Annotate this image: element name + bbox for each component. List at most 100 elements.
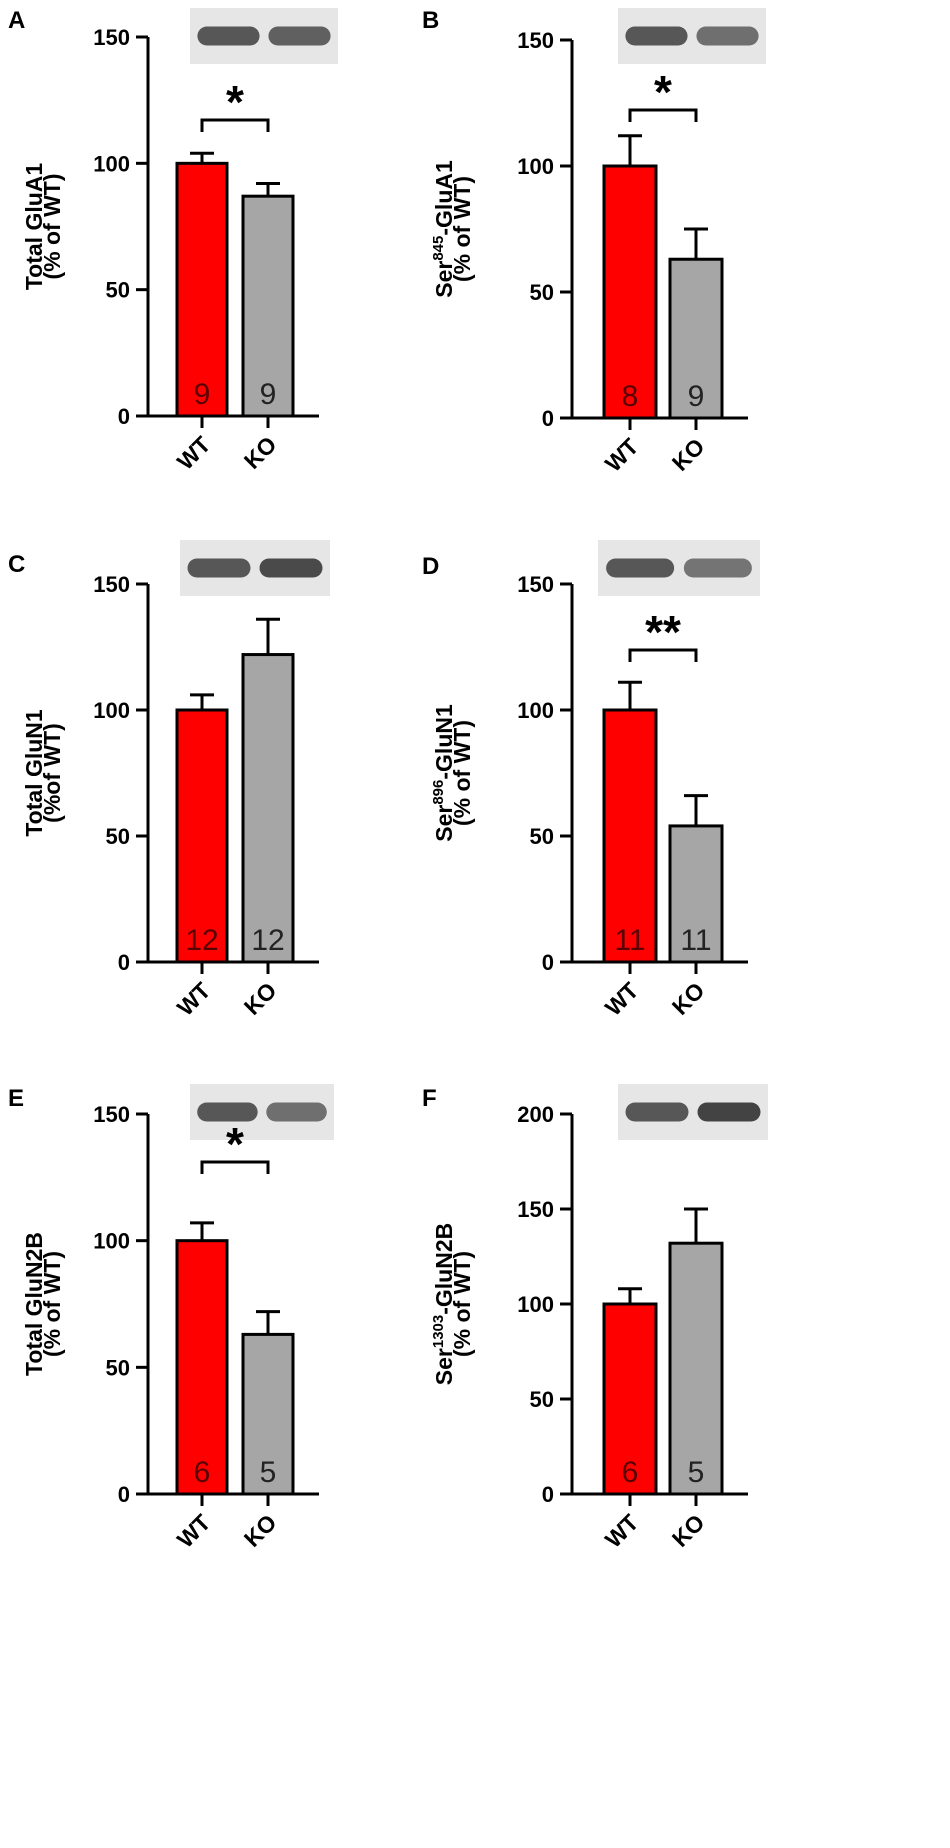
sample-count: 6 <box>194 1456 211 1489</box>
y-axis-label: Total GluN2B(% of WT) <box>21 1232 65 1376</box>
y-axis-label: Total GluA1(% of WT) <box>21 163 65 291</box>
y-axis-label-prefix: Ser <box>431 261 457 298</box>
blot-band-wt <box>625 1102 689 1122</box>
y-tick-label: 150 <box>93 25 130 50</box>
y-axis-label-line2: (% of WT) <box>39 173 65 279</box>
y-tick-label: 0 <box>118 1482 130 1507</box>
sample-count: 11 <box>680 924 711 957</box>
y-axis: 0 50 100 150 <box>93 25 150 429</box>
y-tick-label: 200 <box>517 1102 554 1127</box>
bar-wt <box>175 708 229 964</box>
x-tick-label: WT <box>172 977 216 1021</box>
blot-band-ko <box>266 1102 327 1122</box>
y-tick-label: 0 <box>542 1482 554 1507</box>
y-axis-label-line2: (%of WT) <box>39 723 65 823</box>
panel-b: B 0 50 100 150 Ser845-GluA1(% of WT) 8 WT 9 KO * <box>422 7 766 477</box>
significance-marker: * <box>226 1118 244 1170</box>
bar-wt <box>602 708 658 964</box>
x-tick-label: WT <box>600 977 644 1021</box>
x-tick-label: KO <box>239 977 282 1020</box>
sample-count: 9 <box>260 378 277 411</box>
significance-bracket: ** <box>628 606 698 662</box>
y-tick-label: 0 <box>542 406 554 431</box>
blot-band-wt <box>197 1102 258 1122</box>
sample-count: 6 <box>622 1456 639 1489</box>
bar-wt <box>175 1239 229 1496</box>
panel-f: F 0 50 100 150 200 Ser1303-GluN2B(% of WT) 6 WT 5… <box>422 1084 768 1553</box>
panel-c: C 0 50 100 150 Total GluN1(%of WT) 12 WT 12 KO <box>8 540 330 1021</box>
x-tick-label: KO <box>667 433 710 476</box>
blot-band-wt <box>197 26 260 46</box>
bracket-line <box>200 118 270 132</box>
sample-count: 9 <box>194 378 211 411</box>
y-axis-label-line1: Ser1303-GluN2B <box>430 1223 457 1385</box>
y-axis-label-superscript: 845 <box>430 236 447 261</box>
sample-count: 12 <box>251 924 284 957</box>
y-axis-label: Total GluN1(%of WT) <box>21 709 65 837</box>
y-tick-label: 50 <box>106 278 130 303</box>
y-tick-label: 150 <box>93 1102 130 1127</box>
significance-marker: * <box>654 66 672 118</box>
y-axis-label-line2: (% of WT) <box>39 1251 65 1357</box>
sample-count: 9 <box>688 380 705 413</box>
y-axis-label-line2: (% of WT) <box>449 720 475 826</box>
blot-band-wt <box>606 558 675 578</box>
sample-count: 5 <box>688 1456 705 1489</box>
y-tick-label: 150 <box>517 28 554 53</box>
y-tick-label: 100 <box>93 151 130 176</box>
western-blot-image <box>598 540 760 596</box>
y-tick-label: 0 <box>118 404 130 429</box>
y-axis: 0 50 100 150 200 <box>517 1102 574 1507</box>
blot-band-wt <box>187 558 251 578</box>
blot-band-ko <box>259 558 323 578</box>
western-blot-image <box>618 8 766 64</box>
y-axis: 0 50 100 150 <box>93 572 150 975</box>
bar-ko <box>668 257 724 420</box>
y-tick-label: 150 <box>517 1197 554 1222</box>
y-axis-label-line2: (% of WT) <box>449 176 475 282</box>
y-axis-label-line1: Total GluA1 <box>21 163 47 291</box>
x-tick-label: KO <box>667 977 710 1020</box>
significance-bracket: * <box>628 66 698 122</box>
sample-count: 5 <box>260 1456 277 1489</box>
panel-letter: B <box>422 7 439 34</box>
panel-letter: D <box>422 553 439 580</box>
y-axis: 0 50 100 150 <box>93 1102 150 1507</box>
y-tick-label: 0 <box>542 950 554 975</box>
y-tick-label: 50 <box>530 280 554 305</box>
y-axis: 0 50 100 150 <box>517 572 574 975</box>
y-tick-label: 150 <box>517 572 554 597</box>
y-tick-label: 50 <box>106 824 130 849</box>
x-tick-label: WT <box>600 1509 644 1553</box>
blot-band-ko <box>697 1102 761 1122</box>
y-tick-label: 100 <box>517 154 554 179</box>
panel-letter: E <box>8 1085 24 1112</box>
bracket-line <box>628 108 698 122</box>
x-tick-label: KO <box>239 1509 282 1552</box>
bar-wt <box>602 1302 658 1496</box>
western-blot-image <box>190 8 338 64</box>
sample-count: 8 <box>622 380 639 413</box>
sample-count: 11 <box>614 924 645 957</box>
y-axis-label-line1: Ser845-GluA1 <box>430 160 457 298</box>
panel-letter: C <box>8 551 25 578</box>
blot-band-wt <box>625 26 688 46</box>
panel-d: D 0 50 100 150 Ser896-GluN1(% of WT) 11 WT 11 KO *… <box>422 540 760 1021</box>
significance-marker: * <box>226 76 244 128</box>
blot-band-ko <box>683 558 752 578</box>
y-tick-label: 100 <box>93 1229 130 1254</box>
y-tick-label: 100 <box>517 1292 554 1317</box>
bracket-line <box>200 1160 270 1174</box>
panel-letter: F <box>422 1085 437 1112</box>
y-axis-label-line1: Total GluN1 <box>21 709 47 837</box>
y-axis-label-suffix: -GluN1 <box>431 704 457 780</box>
y-tick-label: 50 <box>530 824 554 849</box>
x-tick-label: WT <box>172 431 216 475</box>
y-axis-label-prefix: Ser <box>431 805 457 842</box>
x-tick-label: WT <box>172 1509 216 1553</box>
x-tick-label: WT <box>600 433 644 477</box>
panel-e: E 0 50 100 150 Total GluN2B(% of WT) 6 WT 5 KO * <box>8 1084 334 1553</box>
blot-band-ko <box>268 26 331 46</box>
y-axis-label: Ser896-GluN1(% of WT) <box>430 704 475 842</box>
